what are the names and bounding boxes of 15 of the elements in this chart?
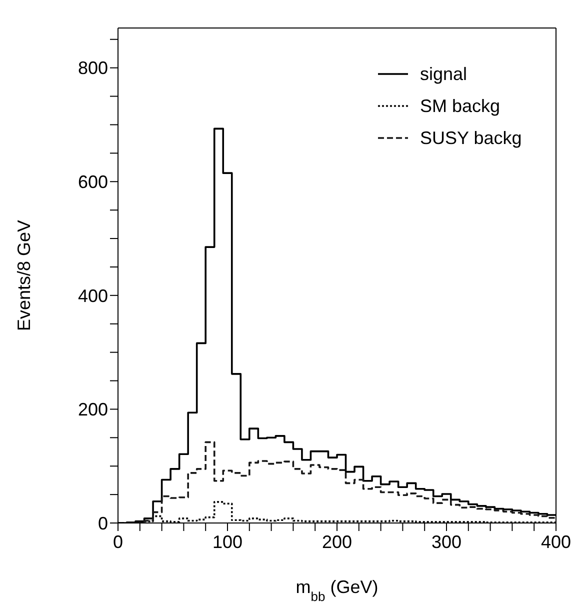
x-tick-label: 100 (212, 532, 243, 552)
y-tick-label: 600 (78, 172, 108, 192)
y-tick-label: 800 (78, 58, 108, 78)
x-tick-label: 0 (112, 532, 124, 552)
y-tick-label: 0 (98, 513, 108, 534)
legend-label: SM backg (420, 95, 500, 118)
y-axis-title: Events/8 GeV (14, 220, 34, 332)
legend-label: SUSY backg (420, 127, 522, 150)
y-tick-label: 200 (78, 400, 108, 420)
legend-label: signal (420, 63, 468, 86)
x-axis-title: m$_{bb}$ (GeV) (296, 577, 378, 604)
y-tick-label: 400 (78, 286, 108, 306)
x-tick-label: 400 (540, 532, 572, 552)
x-tick-label: 300 (431, 532, 462, 552)
x-tick-label: 200 (322, 532, 352, 552)
